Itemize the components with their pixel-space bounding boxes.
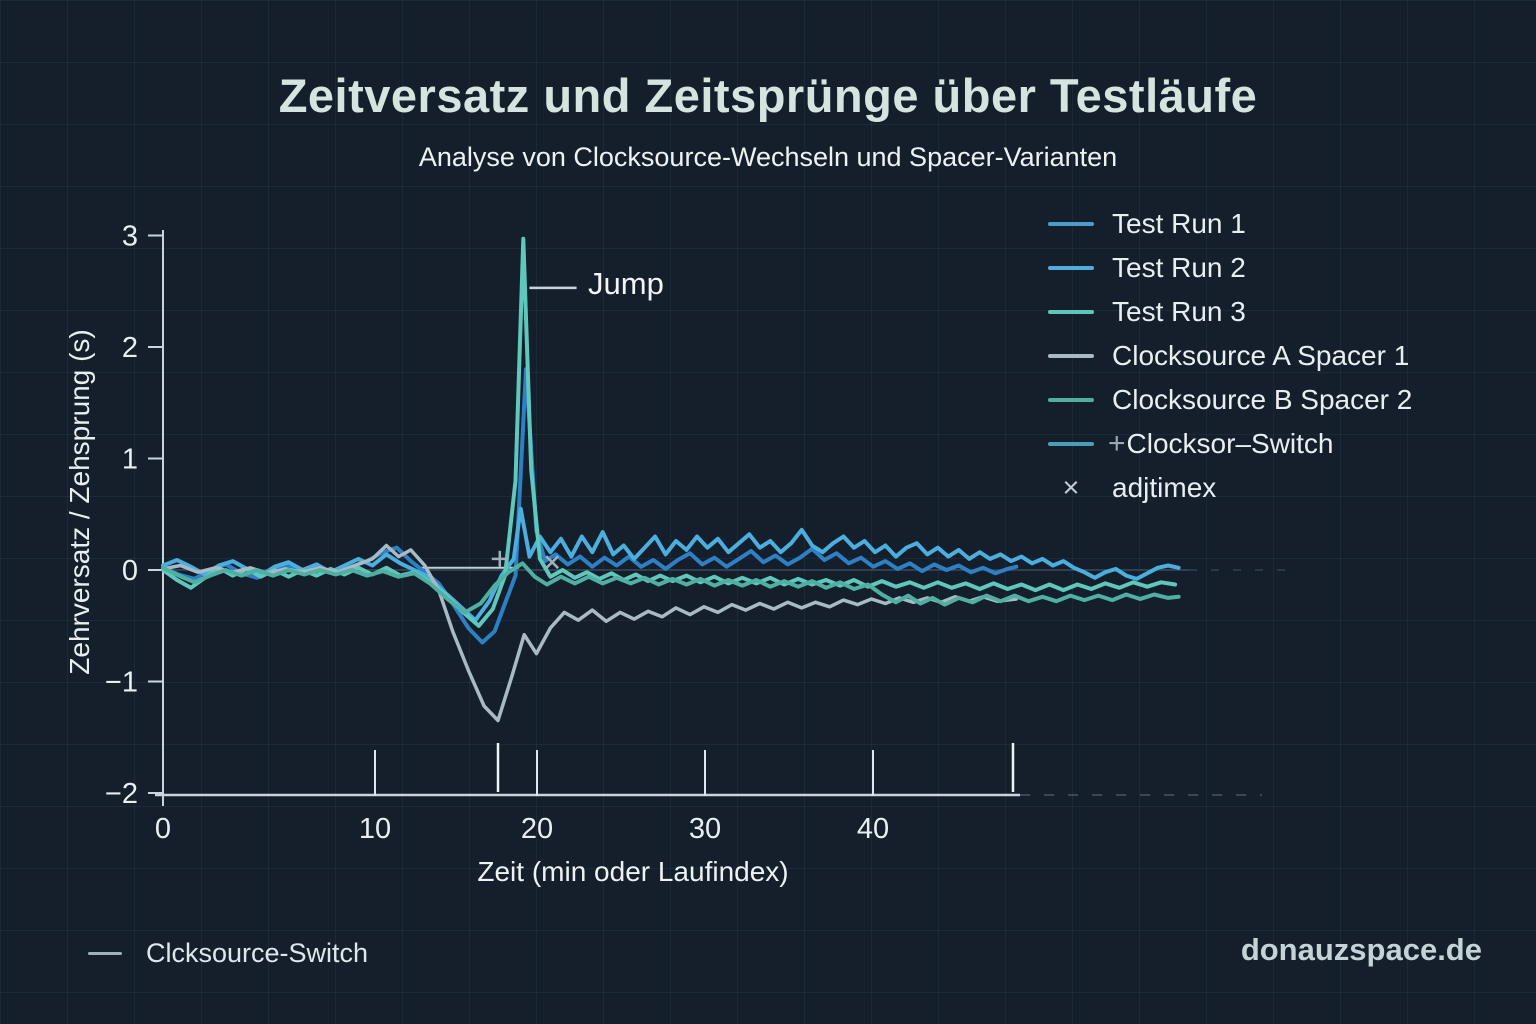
switch-footer-legend: Clcksource-Switch — [88, 936, 368, 970]
page-subtitle: Analyse von Clocksource-Wechseln und Spa… — [418, 142, 1118, 172]
legend-swatch: × — [1062, 471, 1080, 504]
y-tick-label: 0 — [122, 555, 138, 587]
series-line-test-run-2 — [161, 506, 1181, 623]
y-tick-label: −1 — [105, 667, 138, 699]
legend-label: Clocksor–Switch — [1126, 428, 1334, 459]
legend-item: + Clocksor–Switch — [1048, 428, 1412, 460]
legend-item: × adjtimex — [1048, 472, 1412, 504]
legend-swatch — [1048, 266, 1094, 270]
legend-label: Test Run 3 — [1112, 296, 1246, 327]
y-tick-label: 1 — [122, 444, 138, 476]
page-title: Zeitversatz und Zeitsprünge über Testläu… — [278, 69, 1258, 122]
legend-label: Clocksource A Spacer 1 — [1112, 340, 1410, 371]
legend-swatch — [1048, 354, 1094, 358]
cross-marker — [545, 555, 560, 570]
switch-footer-label: Clcksource-Switch — [146, 937, 369, 968]
x-axis-title: Zeit (min oder Laufindex) — [477, 856, 789, 887]
legend-label: Clocksource B Spacer 2 — [1112, 384, 1413, 415]
x-tick-label: 10 — [359, 813, 391, 845]
legend-label: Test Run 1 — [1112, 208, 1246, 239]
x-tick-label: 40 — [857, 813, 889, 845]
legend-swatch — [1048, 310, 1094, 314]
y-tick-label: 3 — [122, 221, 138, 253]
legend-item: Test Run 1 — [1048, 208, 1412, 240]
y-axis-title: Zehrversatz / Zehsprung (s) — [64, 329, 95, 675]
legend-item: Clocksource A Spacer 1 — [1048, 340, 1412, 372]
legend-swatch — [1048, 442, 1094, 446]
series-line-clocksource-b-spacer-2 — [161, 561, 1181, 615]
legend-marker-icon: + — [1108, 427, 1126, 460]
y-tick-label: 2 — [122, 332, 138, 364]
y-tick-label: −2 — [105, 778, 138, 810]
x-tick-label: 30 — [689, 813, 721, 845]
switch-dash-icon — [88, 951, 122, 955]
legend-item: Test Run 2 — [1048, 252, 1412, 284]
jump-annotation-label: Jump — [588, 266, 664, 301]
series-line-clocksource-a-spacer-1 — [161, 543, 1019, 723]
legend-label: adjtimex — [1112, 472, 1217, 503]
x-tick-label: 0 — [155, 813, 171, 845]
legend-item: Clocksource B Spacer 2 — [1048, 384, 1412, 416]
legend-item: Test Run 3 — [1048, 296, 1412, 328]
legend-swatch — [1048, 222, 1094, 226]
legend-swatch — [1048, 398, 1094, 402]
x-tick-label: 20 — [521, 813, 553, 845]
chart-legend: Test Run 1 Test Run 2 Test Run 3 Clockso… — [1048, 208, 1412, 504]
watermark: donauzspace.de — [1240, 932, 1482, 967]
legend-label: Test Run 2 — [1112, 252, 1246, 283]
